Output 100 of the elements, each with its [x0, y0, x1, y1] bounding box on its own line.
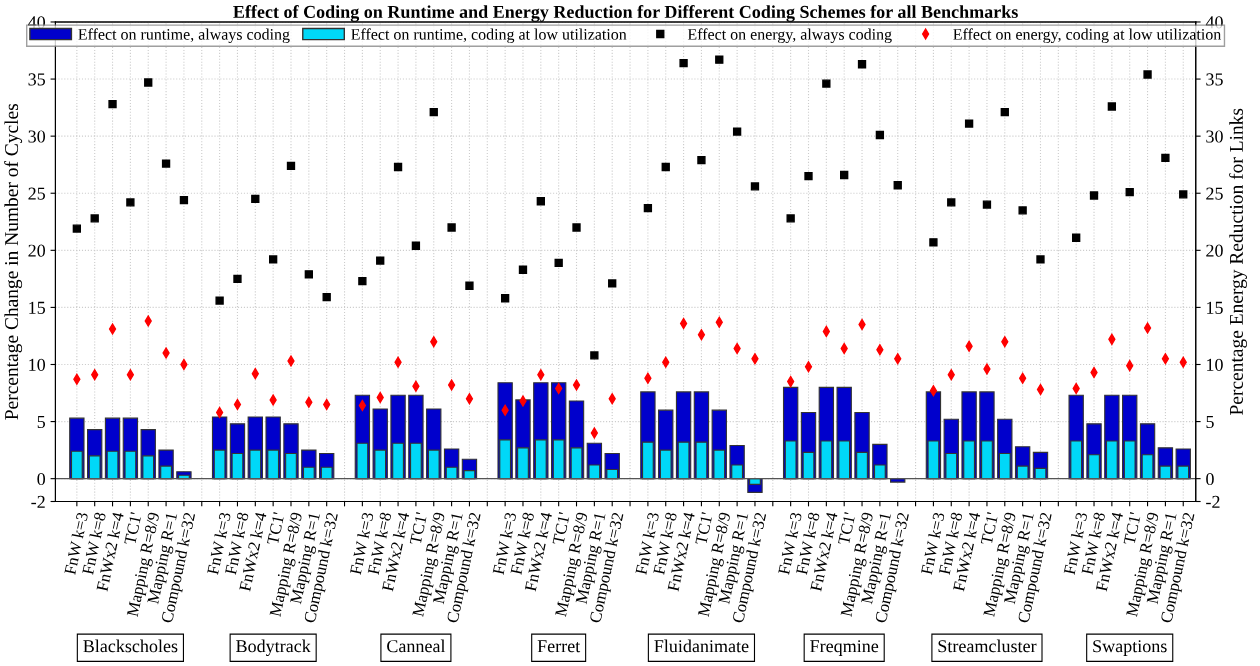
text: Blackscholes	[83, 639, 178, 653]
point	[732, 127, 742, 136]
point	[465, 393, 474, 405]
point	[590, 427, 599, 439]
point	[233, 274, 242, 284]
point	[1072, 233, 1081, 242]
legend-label: Effect on runtime, always coding	[78, 28, 290, 44]
point	[1179, 190, 1188, 199]
point	[697, 329, 706, 341]
point	[90, 214, 99, 223]
point	[251, 194, 260, 204]
point	[929, 238, 938, 247]
y-tick-label: 35	[28, 73, 46, 86]
y2-tick-label: 5	[1206, 416, 1214, 429]
point	[179, 195, 189, 205]
point	[126, 198, 135, 207]
x-tick-label: TC1'	[552, 512, 570, 546]
point	[126, 369, 135, 381]
point	[982, 200, 992, 209]
text: Swaptions	[1093, 640, 1167, 656]
point	[804, 171, 813, 181]
point	[929, 385, 938, 397]
point	[697, 155, 706, 165]
x-tick-label: TC1'	[409, 512, 428, 546]
point	[1036, 384, 1045, 396]
point	[840, 170, 849, 180]
point	[572, 223, 581, 232]
y-tick-label: 25	[28, 187, 46, 200]
y2-tick-label: 10	[1207, 358, 1223, 371]
point	[786, 214, 795, 223]
x-tick-label: TC1'	[266, 512, 285, 546]
point	[947, 198, 956, 207]
point	[875, 130, 885, 140]
point	[750, 182, 760, 191]
y-tick-label: 30	[28, 130, 46, 143]
point	[465, 281, 474, 290]
point	[376, 256, 385, 265]
y2-tick-label: 15	[1207, 301, 1223, 314]
point	[554, 258, 563, 268]
point	[715, 55, 724, 64]
point	[358, 276, 367, 286]
point	[1107, 102, 1117, 111]
point	[590, 351, 599, 360]
text: Streamcluster	[938, 639, 1037, 653]
point	[804, 361, 813, 373]
point	[679, 58, 688, 68]
y-tick-label: 10	[29, 358, 46, 371]
point	[661, 162, 670, 172]
y2-tick-label: 20	[1206, 244, 1223, 257]
y-tick-label: 5	[37, 416, 46, 429]
point	[857, 60, 867, 69]
point	[447, 379, 456, 391]
point	[1089, 191, 1099, 200]
text: Ferret	[537, 640, 581, 653]
text: Bodytrack	[236, 639, 311, 656]
point	[1161, 353, 1170, 365]
point	[161, 159, 171, 168]
point	[286, 161, 296, 171]
point	[1036, 255, 1045, 264]
y-tick-label: 40	[28, 16, 46, 29]
point	[304, 270, 314, 279]
point	[429, 108, 438, 117]
text: Freqmine	[810, 640, 879, 656]
point	[215, 296, 224, 305]
point	[500, 294, 510, 303]
y2-tick-label: -2	[1206, 495, 1220, 508]
y-tick-label: 15	[29, 301, 46, 314]
point	[1143, 70, 1152, 79]
legend-label: Effect on energy, always coding	[687, 28, 892, 44]
point	[1143, 322, 1152, 334]
x-tick-label: TC1'	[124, 512, 142, 546]
bar	[890, 478, 906, 483]
text: Canneal	[387, 639, 446, 653]
point	[1000, 108, 1009, 117]
point	[322, 292, 331, 302]
y2-tick-label: 25	[1206, 187, 1223, 200]
point	[1161, 153, 1170, 163]
point	[108, 100, 117, 109]
point	[608, 279, 617, 288]
point	[1018, 206, 1027, 215]
point	[108, 323, 117, 335]
point	[893, 181, 902, 190]
y-tick-label: 0	[37, 472, 46, 486]
text: Fluidanimate	[654, 639, 749, 653]
y-tick-label: -2	[31, 495, 45, 508]
x-tick-label: TC1'	[1123, 512, 1142, 546]
point	[268, 255, 278, 264]
y2-tick-label: 40	[1205, 16, 1223, 29]
chart-title: Effect of Coding on Runtime and Energy Reduction for Different Coding Schemes for all Benchmarks	[233, 5, 1018, 22]
point	[679, 317, 688, 329]
point	[447, 223, 456, 232]
point	[572, 379, 581, 391]
point	[393, 162, 403, 172]
x-tick-label: TC1'	[695, 512, 713, 546]
y-tick-label: 20	[28, 244, 46, 257]
point	[72, 224, 82, 233]
point	[411, 241, 421, 250]
legend-label: Effect on runtime, coding at low utilization	[351, 28, 627, 44]
point	[144, 78, 153, 87]
legend-label: Effect on energy, coding at low utilization	[953, 28, 1222, 44]
